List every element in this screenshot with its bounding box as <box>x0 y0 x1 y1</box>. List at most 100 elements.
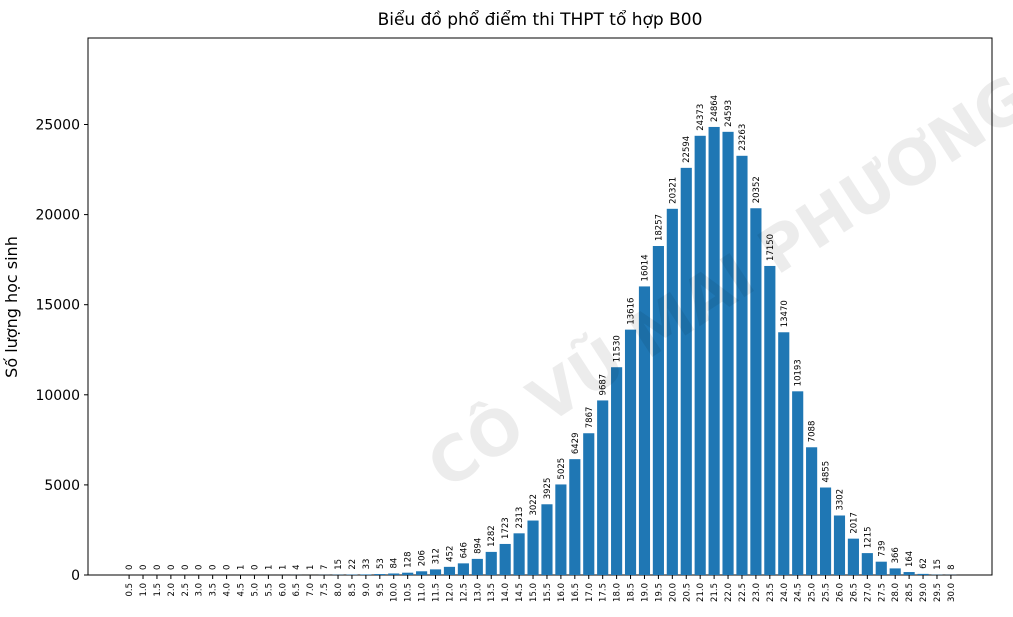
bar-value-label: 3302 <box>835 489 845 511</box>
bar-value-label: 33 <box>362 559 372 570</box>
x-tick-label: 16.5 <box>571 583 581 602</box>
y-tick-label: 25000 <box>35 117 80 133</box>
bar-value-label: 1 <box>264 565 274 570</box>
bar <box>889 568 901 575</box>
bar-value-label: 16014 <box>640 254 650 281</box>
bar-value-label: 10193 <box>794 359 804 386</box>
x-tick-label: 7.0 <box>306 583 316 597</box>
bar <box>416 571 428 575</box>
bar <box>847 538 859 575</box>
bar-value-label: 1 <box>278 565 288 570</box>
x-tick-label: 14.0 <box>501 583 511 602</box>
bar <box>513 533 525 575</box>
bar <box>388 573 400 575</box>
x-tick-label: 11.0 <box>418 583 428 602</box>
x-tick-label: 23.0 <box>752 583 762 602</box>
bar-value-label: 646 <box>459 542 469 558</box>
x-tick-label: 15.5 <box>543 583 553 602</box>
bar <box>360 574 372 575</box>
x-tick-label: 9.0 <box>362 583 372 597</box>
bar-value-label: 0 <box>223 565 233 570</box>
x-tick-label: 10.0 <box>390 583 400 602</box>
bar <box>833 515 846 575</box>
y-tick-label: 15000 <box>35 298 80 314</box>
bar-value-label: 7867 <box>585 407 595 429</box>
x-tick-label: 17.5 <box>599 583 609 602</box>
y-tick-label: 5000 <box>44 478 80 494</box>
bar-value-label: 1723 <box>501 517 511 539</box>
bar-value-label: 3022 <box>529 494 539 516</box>
bar-value-label: 15 <box>933 559 943 570</box>
x-tick-label: 16.0 <box>557 583 567 602</box>
bar <box>819 487 832 575</box>
x-tick-label: 1.5 <box>153 583 163 597</box>
bar-value-label: 452 <box>445 546 455 562</box>
bar <box>722 131 734 575</box>
x-tick-label: 25.0 <box>808 583 818 602</box>
bar-value-label: 2017 <box>849 512 859 534</box>
x-tick-label: 3.5 <box>209 583 219 597</box>
bar-value-label: 18257 <box>654 214 664 241</box>
bar <box>652 246 664 575</box>
bar-value-label: 1282 <box>487 525 497 547</box>
bar-value-label: 24593 <box>724 100 734 127</box>
bar-value-label: 1 <box>237 565 247 570</box>
bar-value-label: 0 <box>181 565 191 570</box>
x-tick-label: 11.5 <box>432 583 442 602</box>
x-tick-label: 4.0 <box>223 583 233 597</box>
x-tick-label: 30.0 <box>947 583 957 602</box>
bar <box>708 126 720 575</box>
bar <box>764 265 776 575</box>
bar <box>875 561 887 575</box>
x-tick-label: 19.0 <box>640 583 650 602</box>
bar <box>806 447 818 575</box>
bar-value-label: 0 <box>153 565 163 570</box>
x-tick-label: 9.5 <box>376 583 386 597</box>
x-tick-label: 22.5 <box>738 583 748 602</box>
bar-value-label: 23263 <box>738 124 748 151</box>
bar <box>443 566 456 575</box>
bar-value-label: 20321 <box>668 177 678 204</box>
bar-value-label: 0 <box>209 565 219 570</box>
bar-value-label: 366 <box>891 547 901 563</box>
bar-value-label: 7 <box>320 564 330 569</box>
x-tick-label: 28.5 <box>905 583 915 602</box>
x-tick-label: 21.5 <box>710 583 720 602</box>
bar-value-label: 20352 <box>752 176 762 203</box>
bar-value-label: 3925 <box>543 478 553 500</box>
x-tick-label: 19.5 <box>654 583 664 602</box>
bar-value-label: 17150 <box>766 234 776 261</box>
x-tick-label: 28.0 <box>891 583 901 602</box>
bar <box>374 574 386 575</box>
bar-value-label: 2313 <box>515 507 525 529</box>
x-tick-label: 8.5 <box>348 583 358 597</box>
x-tick-label: 1.0 <box>139 583 149 597</box>
x-tick-label: 6.5 <box>292 583 302 597</box>
bar-value-label: 164 <box>905 551 915 567</box>
x-tick-label: 4.5 <box>237 583 247 597</box>
bar-value-label: 7088 <box>808 421 818 443</box>
bar-value-label: 22 <box>348 559 358 570</box>
plot-area: 050001000015000200002500000.501.001.502.… <box>35 37 993 602</box>
bar <box>555 484 567 575</box>
bar-value-label: 8 <box>947 564 957 569</box>
y-tick-label: 20000 <box>35 208 80 224</box>
x-tick-label: 18.0 <box>613 583 623 602</box>
bar-value-label: 84 <box>390 558 400 569</box>
bar-value-label: 1215 <box>863 526 873 548</box>
bar-value-label: 6429 <box>571 433 581 455</box>
x-tick-label: 7.5 <box>320 583 330 597</box>
x-tick-label: 8.0 <box>334 583 344 597</box>
y-tick-label: 0 <box>71 568 80 584</box>
bar <box>485 551 497 575</box>
x-tick-label: 27.0 <box>863 583 873 602</box>
x-tick-label: 21.0 <box>696 583 706 602</box>
bar <box>778 332 790 575</box>
bar-value-label: 1 <box>306 565 316 570</box>
bar-value-label: 128 <box>404 551 414 567</box>
y-axis-label: Số lượng học sinh <box>2 236 21 378</box>
bar <box>792 391 804 575</box>
x-tick-label: 24.0 <box>780 583 790 602</box>
bar <box>903 572 915 575</box>
